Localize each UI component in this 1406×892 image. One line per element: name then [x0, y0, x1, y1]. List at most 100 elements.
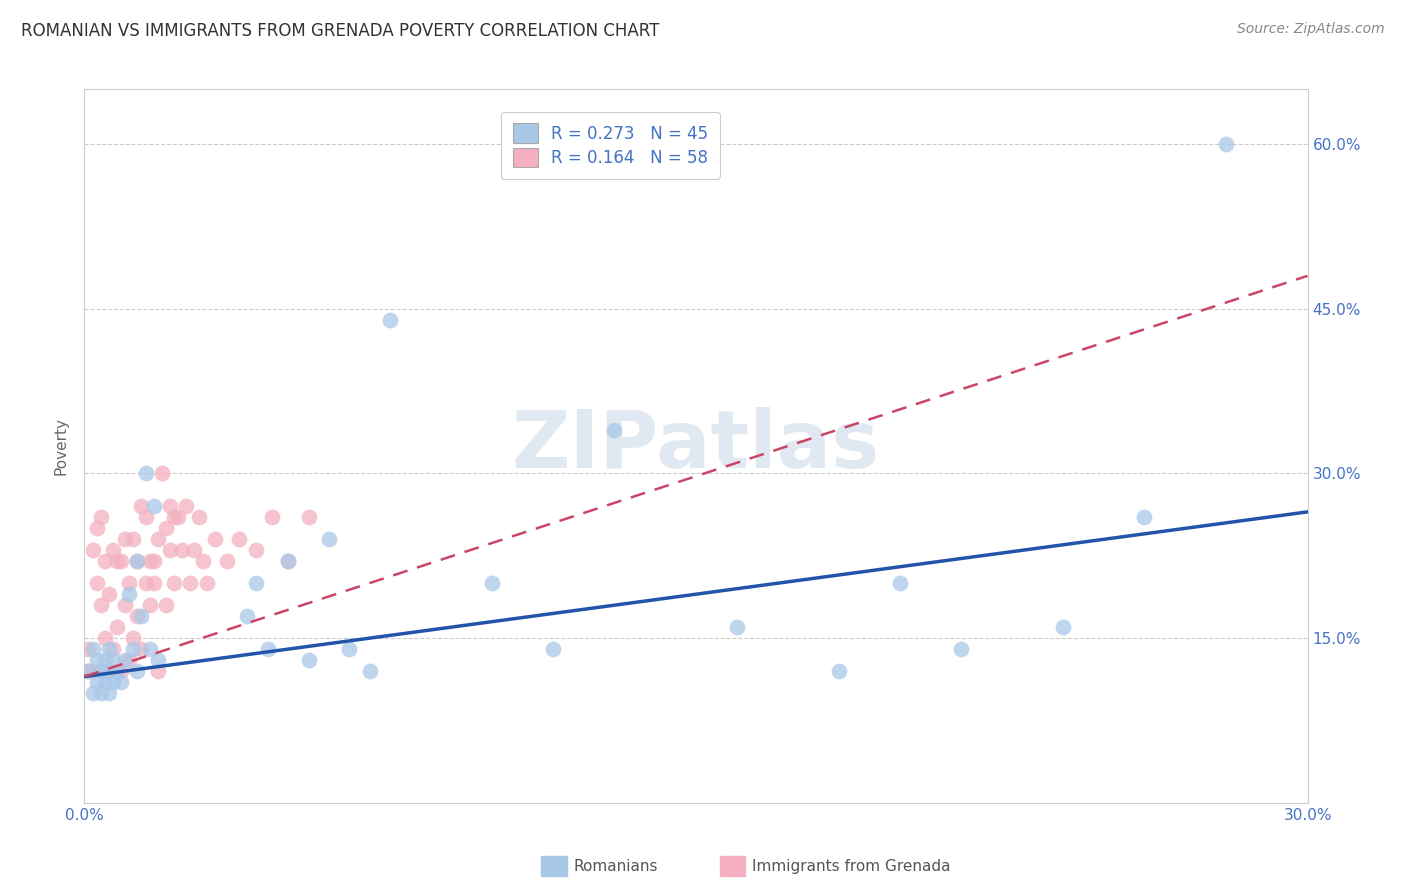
Point [131, 500, 153, 514]
Point [187, 510, 209, 524]
Point [77, 642, 100, 657]
Point [114, 653, 136, 667]
Point [236, 609, 259, 624]
Point [114, 533, 136, 547]
Point [172, 543, 194, 558]
Point [339, 642, 361, 657]
Point [228, 533, 250, 547]
Point [101, 653, 124, 667]
Point [146, 664, 169, 678]
Point [150, 467, 173, 481]
Point [77, 664, 100, 678]
Point [90, 598, 112, 612]
Point [97, 664, 120, 678]
Point [118, 653, 141, 667]
Point [146, 653, 169, 667]
Point [93, 631, 117, 645]
Point [82, 686, 104, 700]
Text: ZIPatlas: ZIPatlas [512, 407, 880, 485]
Point [135, 576, 157, 591]
Point [1133, 510, 1156, 524]
Y-axis label: Poverty: Poverty [53, 417, 69, 475]
Point [257, 642, 280, 657]
Point [122, 631, 145, 645]
Point [155, 598, 177, 612]
Point [114, 598, 136, 612]
Point [105, 554, 128, 568]
Point [142, 500, 165, 514]
Point [1052, 620, 1074, 634]
Point [97, 664, 120, 678]
Point [543, 642, 565, 657]
Point [118, 587, 141, 601]
Point [146, 533, 169, 547]
Point [138, 554, 160, 568]
Point [138, 642, 160, 657]
Text: Source: ZipAtlas.com: Source: ZipAtlas.com [1237, 22, 1385, 37]
Point [122, 642, 145, 657]
Point [176, 500, 198, 514]
Point [159, 500, 181, 514]
Point [298, 510, 321, 524]
Point [131, 642, 153, 657]
Point [245, 543, 267, 558]
Point [90, 664, 112, 678]
Point [127, 554, 149, 568]
Text: Romanians: Romanians [574, 859, 658, 873]
Point [105, 620, 128, 634]
Point [159, 543, 181, 558]
Point [101, 543, 124, 558]
Point [101, 675, 124, 690]
Point [90, 510, 112, 524]
Point [101, 642, 124, 657]
Point [97, 686, 120, 700]
Point [110, 664, 132, 678]
Point [725, 620, 748, 634]
Point [142, 576, 165, 591]
Point [245, 576, 267, 591]
Point [135, 467, 157, 481]
Point [380, 312, 402, 326]
Point [163, 510, 186, 524]
Point [122, 533, 145, 547]
Point [127, 664, 149, 678]
Point [889, 576, 911, 591]
Point [82, 642, 104, 657]
Point [127, 554, 149, 568]
Point [179, 576, 201, 591]
Point [86, 521, 108, 535]
Legend: R = 0.273   N = 45, R = 0.164   N = 58: R = 0.273 N = 45, R = 0.164 N = 58 [501, 112, 720, 178]
Text: ROMANIAN VS IMMIGRANTS FROM GRENADA POVERTY CORRELATION CHART: ROMANIAN VS IMMIGRANTS FROM GRENADA POVE… [21, 22, 659, 40]
Point [93, 653, 117, 667]
Point [93, 554, 117, 568]
Point [82, 664, 104, 678]
Point [183, 543, 205, 558]
Point [277, 554, 299, 568]
Point [318, 533, 340, 547]
Point [135, 510, 157, 524]
Text: Immigrants from Grenada: Immigrants from Grenada [752, 859, 950, 873]
Point [828, 664, 851, 678]
Point [127, 609, 149, 624]
Point [82, 543, 104, 558]
Point [204, 533, 226, 547]
Point [195, 576, 218, 591]
Point [90, 686, 112, 700]
Point [217, 554, 239, 568]
Point [93, 675, 117, 690]
Point [155, 521, 177, 535]
Point [603, 423, 626, 437]
Point [131, 609, 153, 624]
Point [163, 576, 186, 591]
Point [105, 664, 128, 678]
Point [110, 554, 132, 568]
Point [950, 642, 973, 657]
Point [298, 653, 321, 667]
Point [277, 554, 299, 568]
Point [1215, 137, 1237, 152]
Point [86, 576, 108, 591]
Point [138, 598, 160, 612]
Point [86, 653, 108, 667]
Point [86, 675, 108, 690]
Point [167, 510, 190, 524]
